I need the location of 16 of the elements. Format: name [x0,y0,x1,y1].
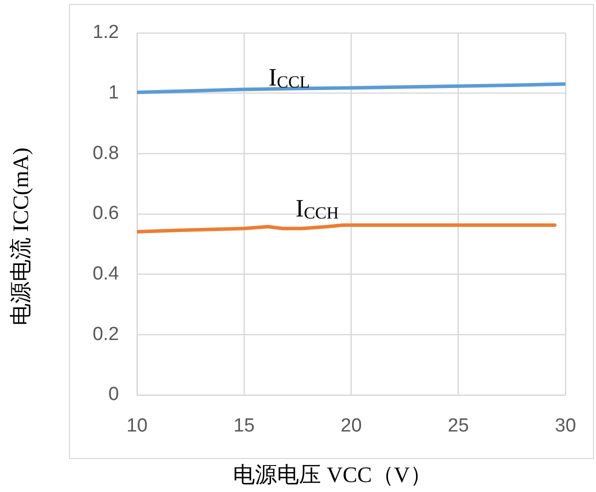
y-tick-label: 0.8 [92,142,119,164]
y-tick-label: 0.6 [92,203,119,224]
x-tick-label: 10 [126,416,148,437]
x-tick-label: 20 [340,416,362,437]
series-label: ICCL [268,64,310,92]
x-axis-title: 电源电压 VCC（V） [233,462,432,487]
x-tick-label: 30 [554,416,576,437]
y-tick-label: 0.2 [92,324,119,345]
y-axis-title: 电源电流 ICC(mA) [8,148,33,326]
series-label: ICCH [296,195,339,222]
y-tick-label: 0.4 [92,264,120,285]
x-tick-label: 15 [234,416,255,437]
x-tick-label: 25 [448,416,469,437]
y-tick-label: 0 [108,384,119,406]
y-tick-label: 1.2 [92,22,119,44]
y-tick-label: 1 [108,82,119,104]
